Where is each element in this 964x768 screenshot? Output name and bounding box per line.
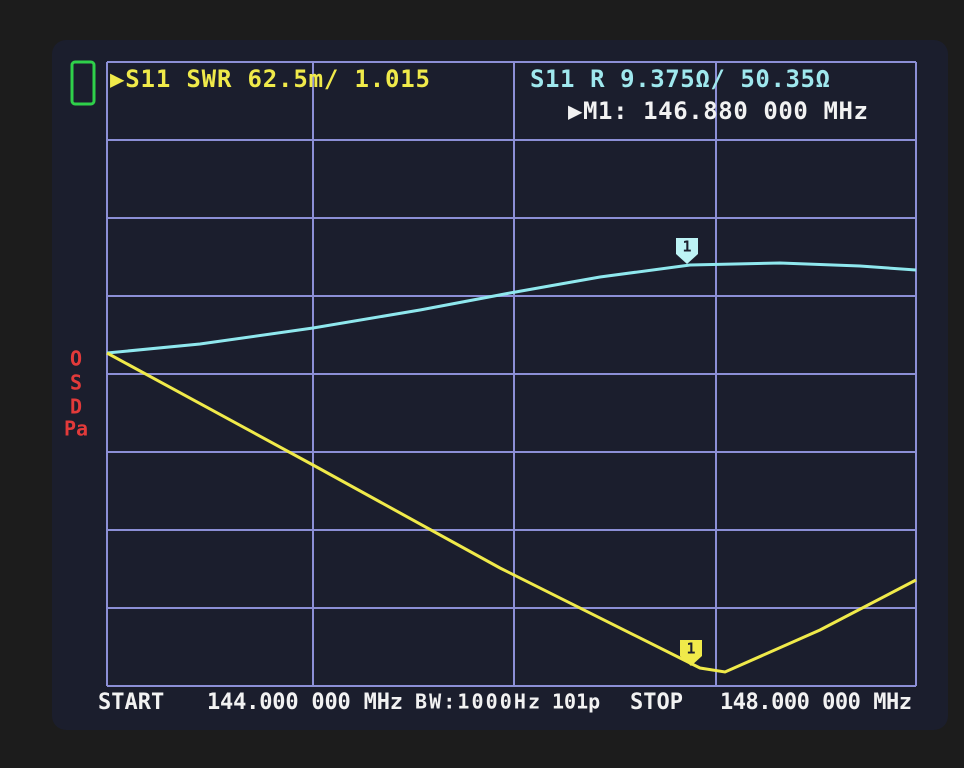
status-flag: O (70, 347, 82, 371)
marker-readout: ▶M1: 146.880 000 MHz (568, 97, 868, 125)
resistance-readout: S11 R 9.375Ω/ 50.35Ω (530, 65, 830, 93)
screen-photo: 1 1 ▶S11 SWR 62.5m/ 1.015 S11 R 9.375Ω/ … (0, 0, 964, 768)
display (52, 40, 948, 730)
start-frequency: 144.000 000 MHz (207, 690, 403, 715)
status-flag: Pa (64, 417, 88, 441)
stop-frequency: 148.000 000 MHz (720, 690, 912, 715)
start-label: START (98, 690, 164, 715)
marker-label: 1 (682, 238, 691, 256)
marker-label: 1 (686, 640, 695, 658)
status-flag: S (70, 371, 82, 395)
stop-label: STOP (630, 690, 683, 715)
bandwidth: BW:1000Hz (415, 690, 540, 714)
points: 101p (552, 690, 600, 714)
page: 1 1 ▶S11 SWR 62.5m/ 1.015 S11 R 9.375Ω/ … (0, 0, 964, 768)
swr-readout: ▶S11 SWR 62.5m/ 1.015 (110, 65, 430, 93)
status-flag: D (70, 395, 82, 419)
